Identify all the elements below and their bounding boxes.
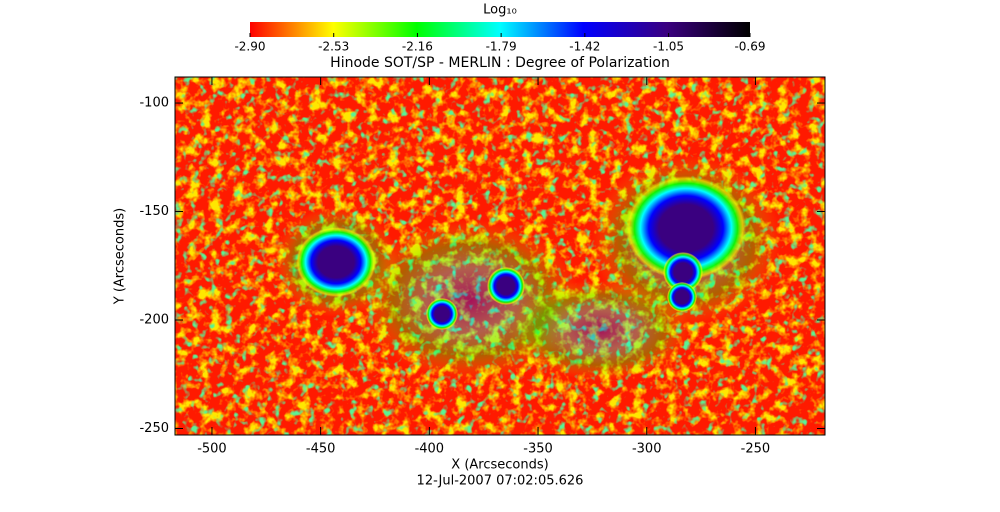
x-tick-label: -250 — [741, 442, 771, 457]
sunspot — [487, 267, 525, 305]
colorbar — [250, 22, 750, 37]
colorbar-label: Log₁₀ — [483, 3, 517, 18]
x-tick-label: -400 — [415, 442, 445, 457]
colorbar-tick-label: -0.69 — [734, 40, 765, 54]
sunspot — [296, 227, 376, 297]
x-axis-label: X (Arcseconds) — [451, 458, 548, 473]
frame — [174, 76, 826, 436]
sunspot — [426, 298, 458, 330]
sunspot — [626, 176, 746, 280]
chart-title: Hinode SOT/SP - MERLIN : Degree of Polar… — [330, 55, 670, 71]
colorbar-tick-label: -1.79 — [486, 40, 517, 54]
annotation: 12-Jul-2007 07:02:05.626 — [417, 474, 584, 489]
y-tick-label: -200 — [139, 313, 169, 328]
y-axis-label: Y (Arcseconds) — [113, 208, 128, 305]
x-tick-label: -500 — [197, 442, 227, 457]
x-tick-label: -450 — [306, 442, 336, 457]
image — [175, 77, 825, 435]
colorbar-tick-label: -2.90 — [234, 40, 265, 54]
y-tick-label: -250 — [139, 421, 169, 436]
colorbar-tick-label: -2.53 — [318, 40, 349, 54]
sunspot — [663, 252, 703, 292]
x-tick-label: -300 — [632, 442, 662, 457]
colorbar-tick-label: -1.05 — [653, 40, 684, 54]
sunspot — [667, 282, 697, 312]
y-tick-label: -150 — [139, 204, 169, 219]
y-tick-label: -100 — [139, 96, 169, 111]
colorbar-tick-label: -2.16 — [402, 40, 433, 54]
colorbar-tick-label: -1.42 — [569, 40, 600, 54]
x-tick-label: -350 — [523, 442, 553, 457]
